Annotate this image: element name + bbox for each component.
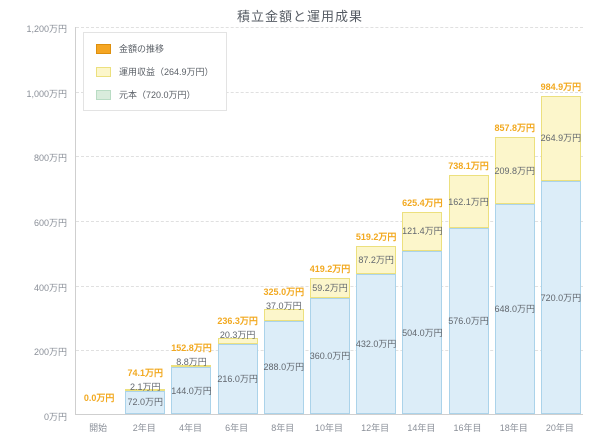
legend-label: 金額の推移 — [119, 44, 165, 54]
bar-segment-gain — [448, 175, 489, 228]
bar-total-label: 519.2万円 — [355, 232, 397, 243]
x-tick-label: 8年目 — [271, 423, 295, 433]
legend-item[interactable]: 金額の推移 — [96, 42, 214, 55]
y-tick-label: 0万円 — [43, 412, 67, 422]
bar-segment-gain — [125, 388, 166, 391]
x-tick-label: 20年目 — [545, 423, 574, 433]
y-tick-label: 800万円 — [33, 153, 67, 164]
bar-gain-label: 37.0万円 — [266, 300, 302, 311]
y-axis: 1,200万円 1,000万円 800万円 600万円 400万円 200万円 0万円 — [0, 24, 71, 422]
bar-total-label: 984.9万円 — [540, 81, 582, 92]
bar-gain-label: 162.1万円 — [448, 196, 489, 207]
x-tick-label: 18年目 — [499, 423, 528, 433]
bar-gain-label: 59.2万円 — [312, 283, 348, 294]
x-tick-label: 2年目 — [132, 423, 156, 433]
bar-gain-label: 264.9万円 — [540, 133, 582, 144]
bar-segment-principal — [402, 251, 443, 414]
bar-principal-label: 504.0万円 — [402, 327, 443, 338]
x-tick-label: 6年目 — [225, 423, 249, 433]
bar-segment-principal — [263, 320, 304, 414]
x-tick-label: 4年目 — [178, 423, 202, 433]
bar-segment-gain — [171, 364, 212, 368]
bar-principal-label: 72.0万円 — [127, 397, 164, 408]
bar-gain-label: 2.1万円 — [130, 382, 161, 393]
legend-swatch-icon — [96, 89, 111, 100]
legend-swatch-icon — [96, 43, 111, 54]
bar-total-label: 325.0万円 — [263, 286, 305, 297]
bar-total-label: 738.1万円 — [448, 161, 489, 172]
bar-total-label: 419.2万円 — [309, 264, 351, 275]
bar-segment-gain — [263, 308, 304, 321]
bar-total-label: 625.4万円 — [402, 197, 443, 208]
bar-segment-gain — [356, 246, 397, 275]
bar-principal-label: 720.0万円 — [540, 292, 582, 303]
bar-principal-label: 432.0万円 — [355, 339, 397, 350]
gridline — [76, 221, 583, 222]
bar-segment-principal — [540, 181, 581, 414]
bar-segment-principal — [310, 297, 350, 414]
gridline — [76, 27, 583, 28]
bar-total-label: 74.1万円 — [127, 368, 164, 379]
legend: 金額の推移運用収益（264.9万円） 元本（720.0万円） — [83, 32, 227, 111]
x-tick-label: 16年目 — [453, 423, 482, 433]
x-axis: 開始 2年目 4年目 6年目 8年目 10年目 12年目 14年目 16年目 18年目 20年目 — [75, 419, 583, 435]
bar-segment-gain — [217, 337, 258, 345]
bar-total-label: 152.8万円 — [171, 342, 212, 353]
legend-label: 元本（720.0万円） — [119, 90, 196, 100]
bar-segment-gain — [540, 95, 581, 182]
bar-gain-label: 121.4万円 — [402, 226, 443, 237]
bar-principal-label: 576.0万円 — [448, 315, 489, 326]
bar-segment-principal — [125, 390, 166, 414]
bar-segment-gain — [402, 211, 443, 252]
x-tick-label: 開始 — [89, 423, 108, 433]
legend-label: 運用収益（264.9万円） — [119, 67, 214, 77]
y-tick-label: 400万円 — [33, 282, 67, 293]
bar-total-label: 236.3万円 — [217, 315, 258, 326]
bar-total-label: 857.8万円 — [494, 122, 535, 133]
bar-segment-principal — [494, 204, 535, 414]
bar-principal-label: 216.0万円 — [217, 374, 258, 385]
bar-segment-principal — [356, 274, 397, 414]
plot-area: 0.0万円 72.0万円 2.1万円 74.1万円 144.0万円 8.8万円 152.8万… — [75, 27, 583, 415]
legend-item[interactable]: 運用収益（264.9万円） — [96, 65, 214, 78]
bar-segment-gain — [310, 278, 350, 298]
gridline — [76, 91, 583, 93]
bar-principal-label: 144.0万円 — [171, 385, 212, 396]
chart-title: 積立金額と運用成果 — [236, 9, 363, 24]
bar-segment-gain — [494, 136, 535, 205]
x-tick-label: 10年目 — [314, 423, 343, 433]
y-tick-label: 600万円 — [33, 218, 67, 228]
bar-gain-label: 209.8万円 — [494, 165, 535, 176]
x-tick-label: 14年目 — [407, 423, 436, 433]
y-tick-label: 1,200万円 — [26, 24, 67, 34]
legend-swatch-icon — [96, 66, 111, 77]
gridline — [76, 156, 583, 158]
bar-principal-label: 360.0万円 — [309, 350, 351, 361]
bar-segment-principal — [448, 227, 489, 414]
bar-gain-label: 8.8万円 — [176, 356, 207, 367]
bar-segment-principal — [217, 344, 258, 414]
bar-gain-label: 20.3万円 — [219, 329, 256, 340]
bar-total-label: 0.0万円 — [83, 393, 115, 403]
legend-item[interactable]: 元本（720.0万円） — [96, 88, 214, 101]
bar-principal-label: 288.0万円 — [263, 362, 305, 373]
y-tick-label: 200万円 — [33, 347, 67, 358]
bar-principal-label: 648.0万円 — [494, 304, 535, 315]
y-tick-label: 1,000万円 — [26, 88, 67, 99]
x-tick-label: 12年目 — [361, 423, 390, 433]
bar-segment-principal — [171, 367, 212, 414]
bar-gain-label: 87.2万円 — [358, 255, 394, 266]
